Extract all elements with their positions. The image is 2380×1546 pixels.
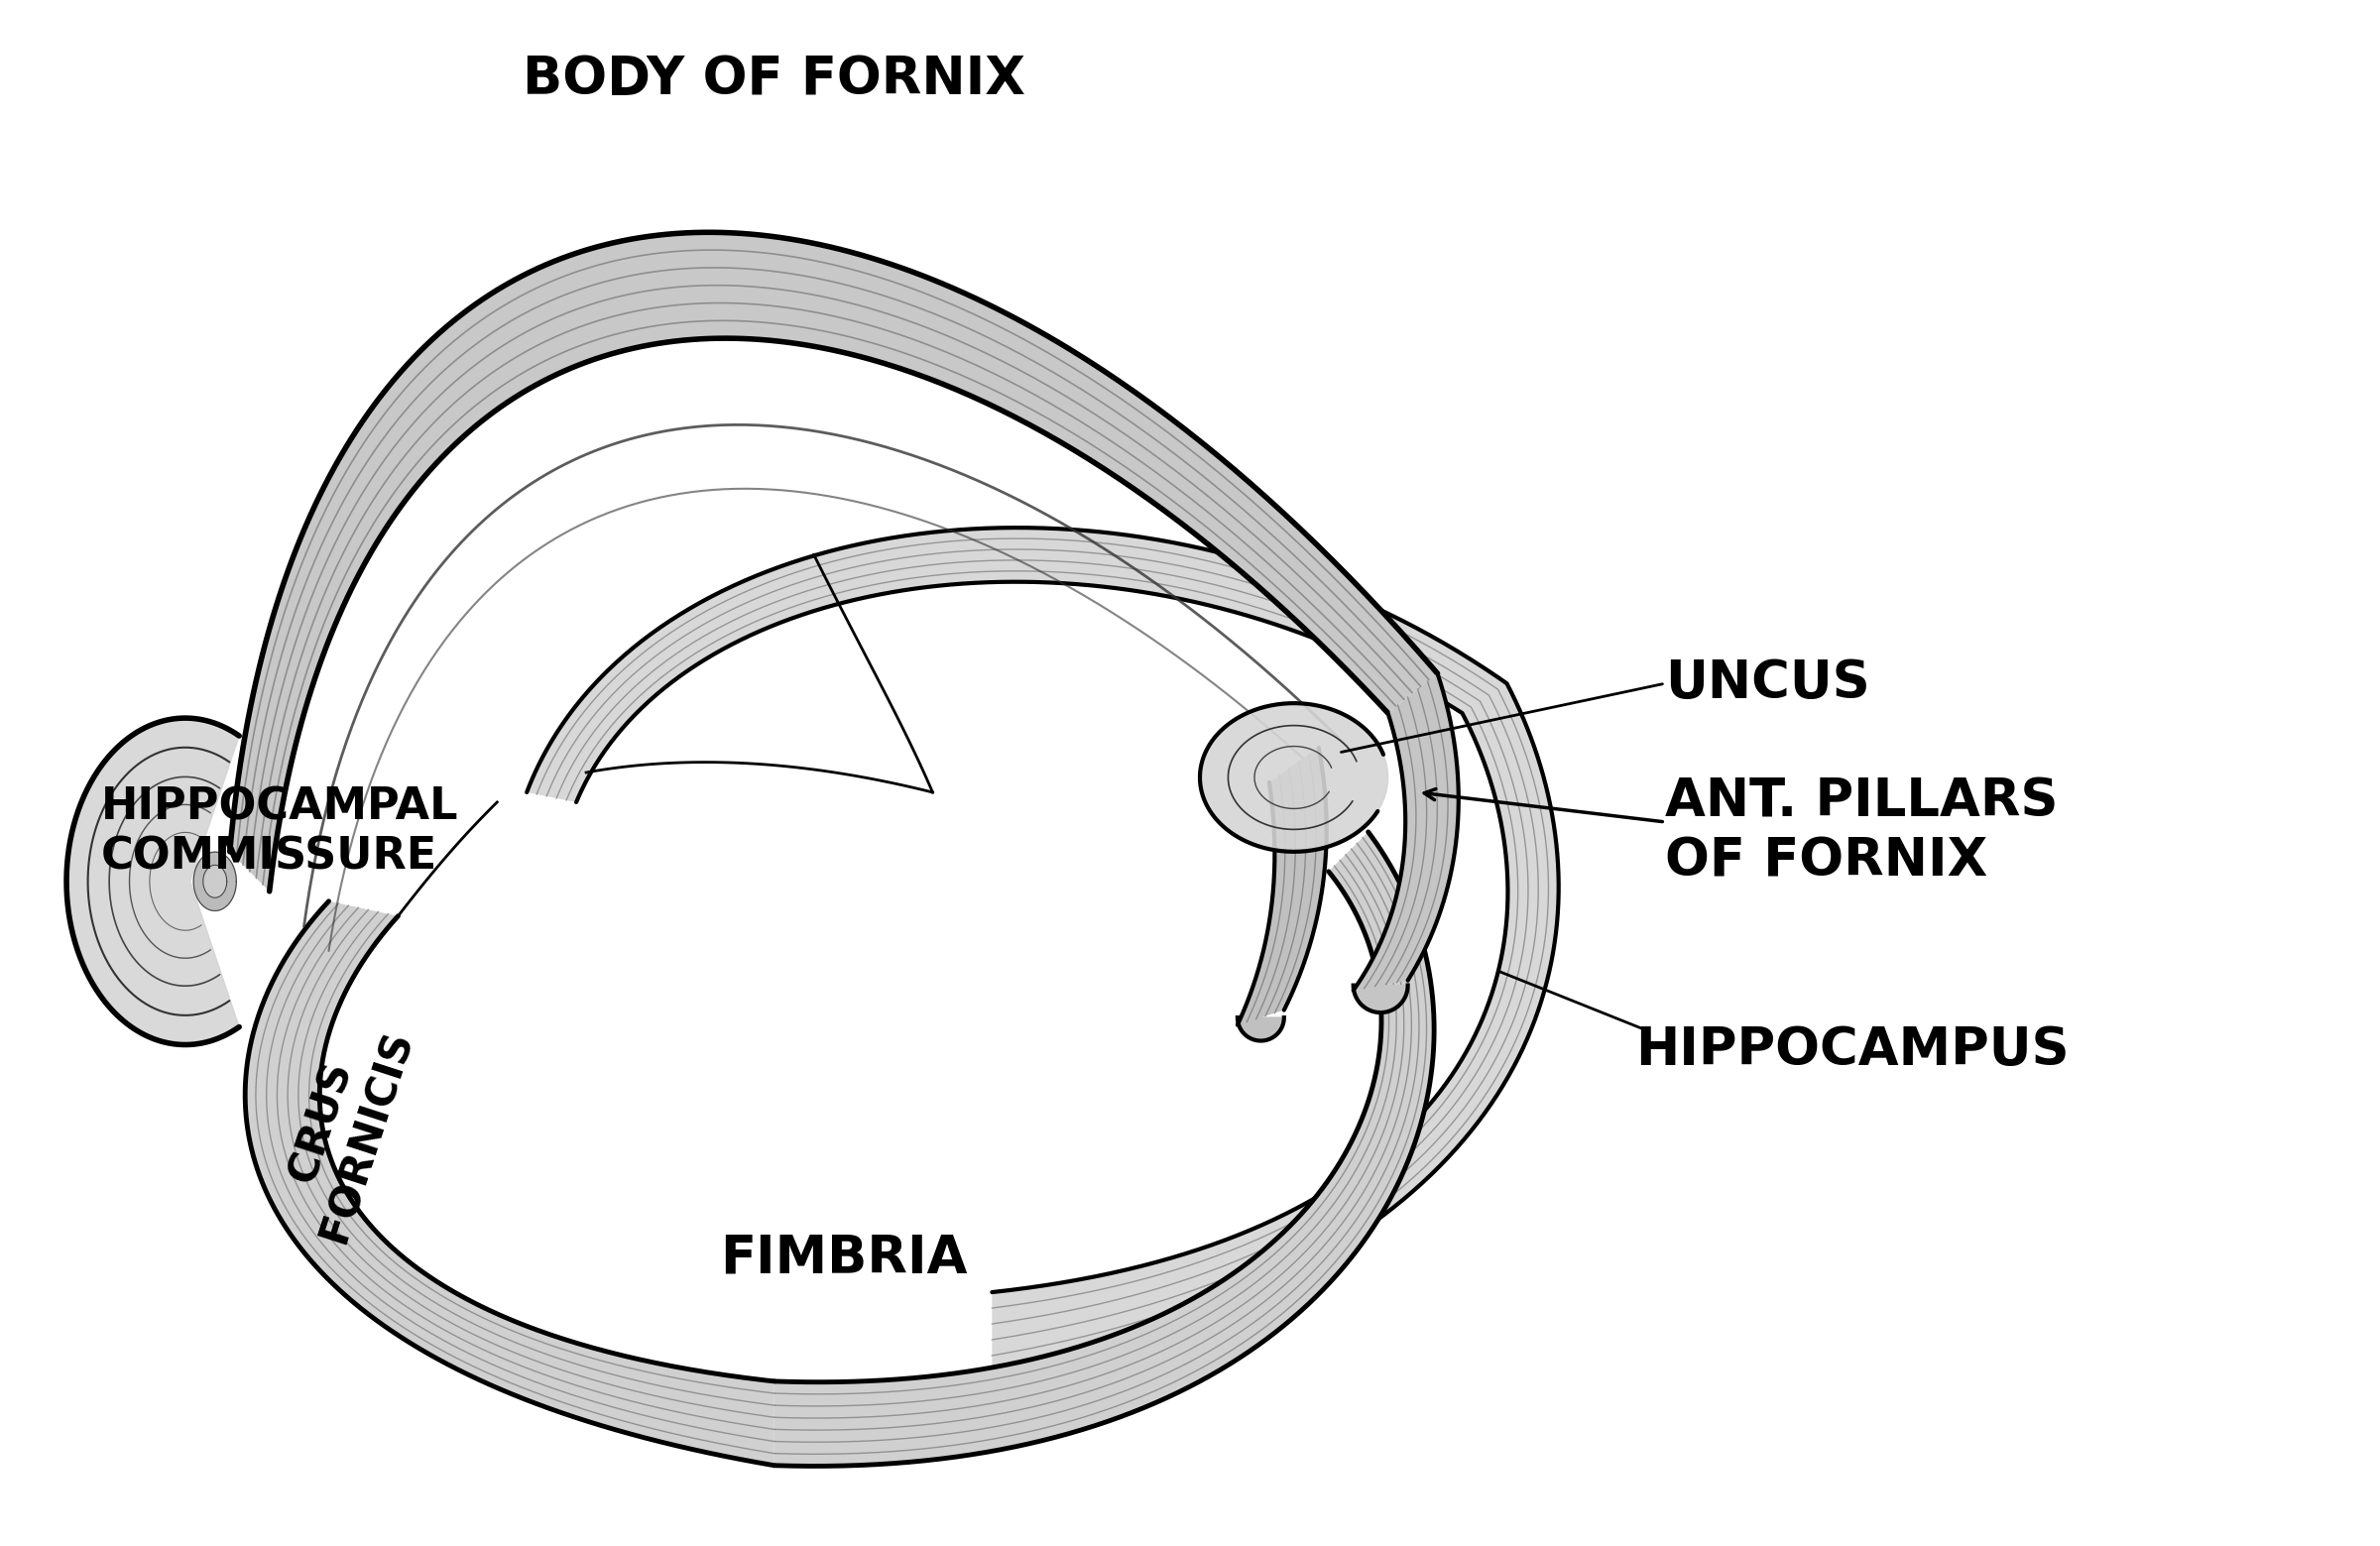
- Polygon shape: [231, 232, 1438, 892]
- Polygon shape: [1238, 1017, 1285, 1040]
- Text: ANT. PILLARS
OF FORNIX: ANT. PILLARS OF FORNIX: [1666, 776, 2059, 887]
- Polygon shape: [774, 832, 1435, 1466]
- Polygon shape: [1354, 985, 1409, 1013]
- Polygon shape: [526, 527, 1559, 1371]
- Polygon shape: [67, 717, 238, 1045]
- Polygon shape: [245, 901, 774, 1466]
- Text: HIPPOCAMPUS: HIPPOCAMPUS: [1635, 1023, 2071, 1076]
- Polygon shape: [1200, 703, 1388, 852]
- Text: UNCUS: UNCUS: [1666, 657, 1871, 710]
- Polygon shape: [193, 852, 236, 911]
- Polygon shape: [202, 866, 226, 898]
- Text: CRUS
FORNICIS: CRUS FORNICIS: [267, 1010, 421, 1248]
- Polygon shape: [1354, 674, 1459, 991]
- Text: BODY OF FORNIX: BODY OF FORNIX: [524, 54, 1026, 105]
- Text: HIPPOCAMPAL
COMMISSURE: HIPPOCAMPAL COMMISSURE: [100, 785, 459, 878]
- Polygon shape: [1238, 748, 1326, 1025]
- Text: FIMBRIA: FIMBRIA: [719, 1232, 966, 1283]
